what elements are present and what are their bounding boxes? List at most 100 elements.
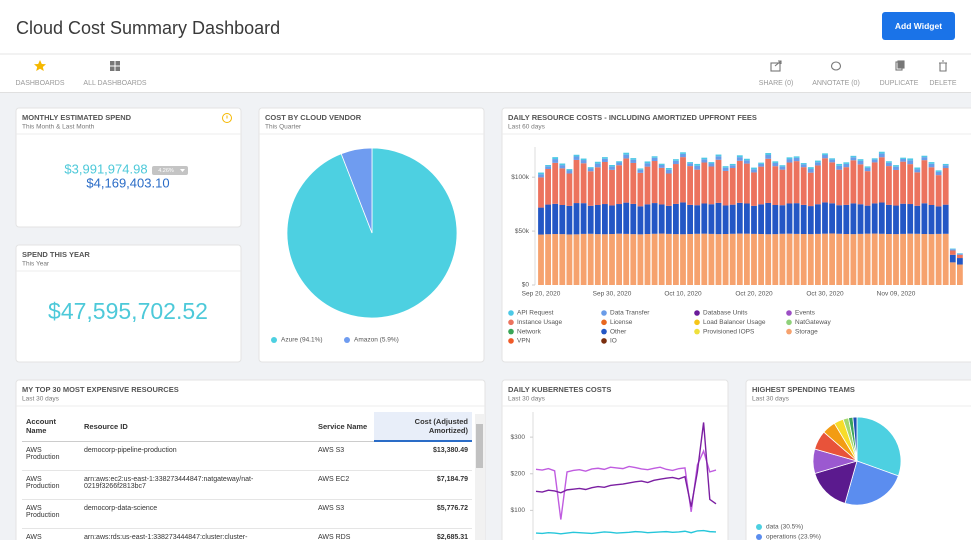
bar-segment xyxy=(758,166,764,205)
table-row[interactable]: AWS Production arn:aws:ec2:us-east-1:3382… xyxy=(22,470,472,500)
bar-segment xyxy=(673,159,679,161)
x-tick-label: Oct 30, 2020 xyxy=(806,291,844,298)
legend-label: Amazon (5.9%) xyxy=(354,337,399,344)
x-tick-label: Oct 10, 2020 xyxy=(664,291,702,298)
bar-segment xyxy=(751,233,757,285)
legend-label: NatGateway xyxy=(795,319,832,326)
bar-segment xyxy=(651,203,658,234)
bar-segment xyxy=(900,203,906,234)
nav-tab[interactable]: ALL DASHBOARDS xyxy=(83,80,146,87)
legend-label: data (30.5%) xyxy=(766,524,803,531)
bar-segment xyxy=(602,204,608,235)
bar-segment xyxy=(793,233,800,285)
bar-segment xyxy=(751,167,757,170)
bar-segment xyxy=(765,154,772,159)
bar-segment xyxy=(687,163,693,167)
bar-segment xyxy=(758,204,764,235)
bar-segment xyxy=(850,160,857,204)
bar-segment xyxy=(829,162,835,204)
column-header[interactable]: Resource ID xyxy=(80,412,314,442)
bar-segment xyxy=(538,207,544,235)
legend-label: Storage xyxy=(795,328,818,335)
bar-segment xyxy=(665,169,672,174)
bar-segment xyxy=(864,167,871,172)
table-row[interactable]: AWS arn:aws:rds:us-east-1:338273444847:cl… xyxy=(22,528,472,540)
button-label[interactable]: Add Widget xyxy=(895,21,942,31)
toolbar-action[interactable]: SHARE (0) xyxy=(759,80,794,87)
bar-segment xyxy=(694,163,701,166)
legend-swatch xyxy=(271,337,277,343)
bar-segment xyxy=(665,168,672,170)
toolbar-action[interactable]: DELETE xyxy=(929,80,957,87)
star-icon xyxy=(34,60,46,71)
legend-swatch xyxy=(601,310,607,316)
bar-segment xyxy=(580,203,587,234)
widget-title: DAILY RESOURCE COSTS - INCLUDING AMORTIZ… xyxy=(508,113,757,122)
bar-segment xyxy=(637,169,644,173)
bar-segment xyxy=(658,163,665,166)
bar-segment xyxy=(800,234,807,285)
bar-segment xyxy=(658,204,665,234)
bar-segment xyxy=(815,162,821,166)
bar-segment xyxy=(751,205,757,234)
table-row[interactable]: AWS Production democorp-data-science AWS S… xyxy=(22,499,472,529)
add-widget-button[interactable] xyxy=(882,12,955,40)
bar-segment xyxy=(836,169,843,206)
change-text: 4.26% xyxy=(158,168,174,174)
bar-segment xyxy=(957,253,963,254)
column-header[interactable]: Account Name xyxy=(22,412,80,442)
bar-segment xyxy=(729,233,736,285)
bar-segment xyxy=(793,157,800,162)
widget-subtitle: Last 30 days xyxy=(22,396,60,403)
table-cell: arn:aws:ec2:us-east-1:338273444847:natga… xyxy=(80,470,314,500)
bar-segment xyxy=(580,233,587,285)
bar-segment xyxy=(594,161,601,164)
x-tick-label: Sep 20, 2020 xyxy=(522,291,561,298)
bar-segment xyxy=(843,163,850,168)
bar-segment xyxy=(836,165,843,170)
bar-segment xyxy=(822,158,828,203)
legend-label: Other xyxy=(610,328,627,335)
legend-label: Events xyxy=(795,310,816,317)
bar-segment xyxy=(630,203,637,235)
bar-segment xyxy=(765,202,772,235)
bar-segment xyxy=(843,234,850,285)
table-row[interactable]: AWS Production democorp-pipeline-producti… xyxy=(22,441,472,471)
column-header[interactable]: Cost (Adjusted Amortized) xyxy=(374,412,472,442)
bar-segment xyxy=(935,206,942,234)
bar-segment xyxy=(914,167,921,170)
bar-segment xyxy=(609,234,615,285)
bar-segment xyxy=(758,163,764,167)
toolbar-action[interactable]: DUPLICATE xyxy=(880,80,919,87)
x-tick-label: Sep 30, 2020 xyxy=(593,291,632,298)
column-header[interactable]: Service Name xyxy=(314,412,374,442)
toolbar-action[interactable]: ANNOTATE (0) xyxy=(812,80,860,87)
bar-segment xyxy=(623,233,630,285)
bar-segment xyxy=(673,160,679,165)
bar-segment xyxy=(928,167,935,206)
bar-segment xyxy=(701,233,708,285)
bar-segment xyxy=(680,234,686,285)
bar-segment xyxy=(587,233,594,285)
bar-segment xyxy=(871,203,878,234)
nav-tab[interactable]: DASHBOARDS xyxy=(15,80,64,87)
y-tick-label: $300 xyxy=(511,434,526,441)
scrollbar-thumb[interactable] xyxy=(476,424,483,468)
bar-segment xyxy=(715,234,722,285)
down-arrow xyxy=(180,169,185,172)
bar-segment xyxy=(538,174,544,178)
pie-slice xyxy=(814,460,858,504)
bar-segment xyxy=(779,165,786,167)
legend-swatch xyxy=(508,328,514,335)
bar-segment xyxy=(573,154,580,157)
y-tick-label: $50k xyxy=(515,228,530,235)
table: Account Name Resource ID Service Name Co… xyxy=(22,412,472,540)
bar-segment xyxy=(694,165,701,170)
bar-segment xyxy=(609,169,615,206)
bar-segment xyxy=(715,159,722,203)
bar-segment xyxy=(609,166,615,170)
bar-segment xyxy=(900,233,906,285)
bar-segment xyxy=(949,248,956,250)
bar-segment xyxy=(949,250,956,255)
